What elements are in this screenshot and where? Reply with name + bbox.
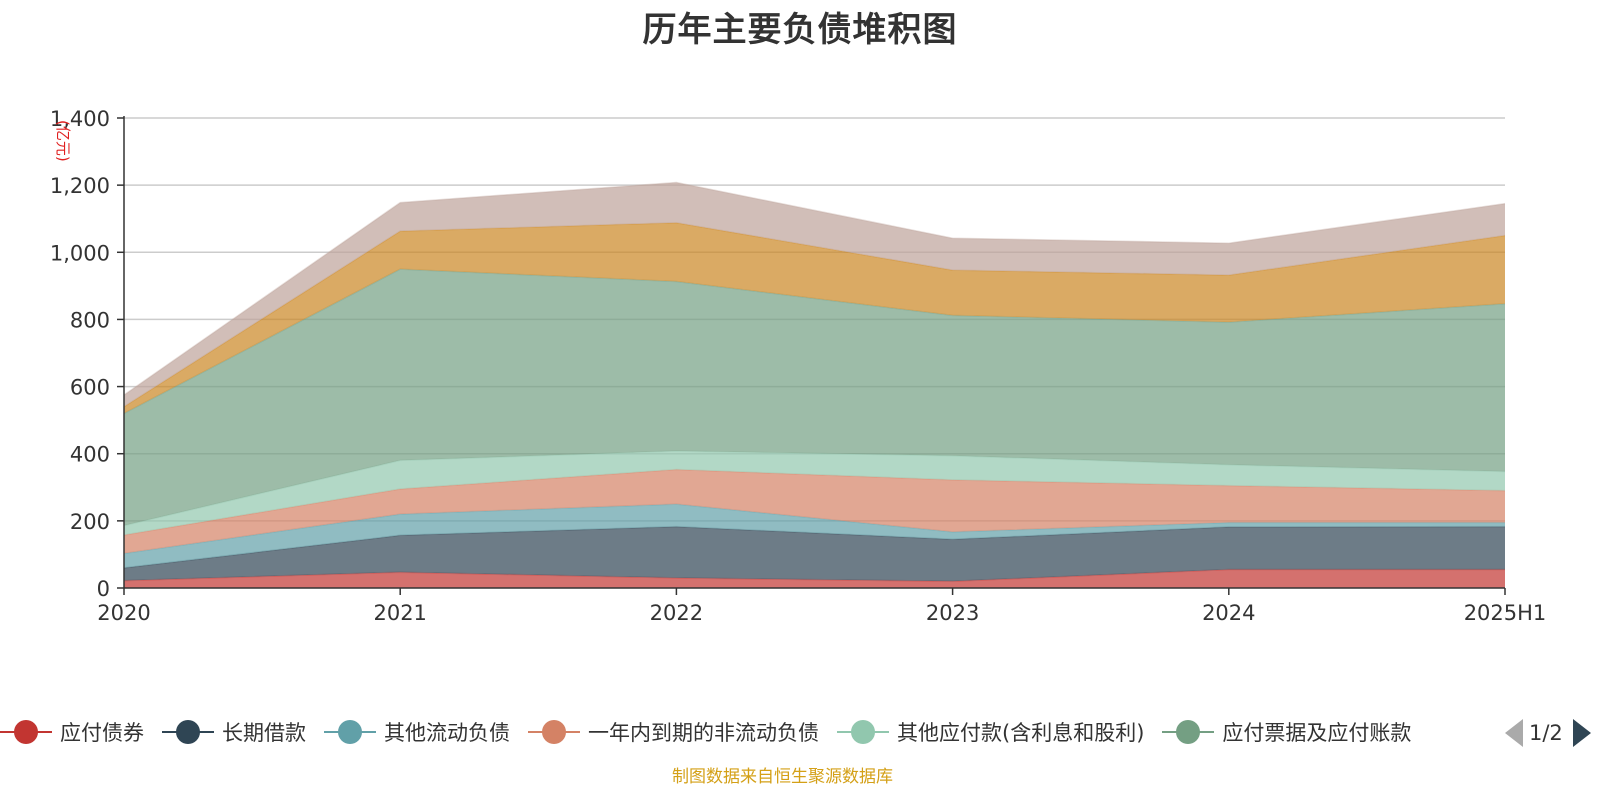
- area-series-6[interactable]: [124, 269, 1505, 526]
- legend-item[interactable]: 应付票据及应付账款: [1162, 712, 1411, 752]
- area-series-4[interactable]: [124, 469, 1505, 554]
- y-tick-label: 1,000: [50, 241, 110, 265]
- legend-label: 应付债券: [60, 721, 144, 745]
- axes: 0 200 400 600 800 1,000 1,200 1,400 2020 2021 2022…: [50, 107, 1546, 625]
- x-tick-label: 2023: [926, 601, 979, 625]
- legend: 应付债券 长期借款 其他流动负债 一年内到期的非流动负债 其他应付款(含利息和股利) 应付…: [0, 712, 1515, 752]
- y-tick-label: 1,200: [50, 174, 110, 198]
- legend-item[interactable]: 其他流动负债: [324, 712, 510, 752]
- area-series-1[interactable]: [124, 569, 1505, 589]
- legend-item[interactable]: 应付债券: [0, 712, 144, 752]
- chart-title: 历年主要负债堆积图: [642, 10, 958, 50]
- legend-prev-icon[interactable]: [1505, 719, 1523, 747]
- legend-page-indicator: 1/2: [1529, 721, 1563, 745]
- legend-label: 一年内到期的非流动负债: [588, 721, 819, 745]
- legend-marker-icon: [528, 717, 580, 747]
- y-tick-label: 1,400: [50, 107, 110, 131]
- chart-plot: 0 200 400 600 800 1,000 1,200 1,400 2020 2021 2022…: [50, 107, 1546, 625]
- area-series-7[interactable]: [124, 222, 1505, 414]
- y-tick-label: 200: [70, 510, 110, 534]
- source-note: 制图数据来自恒生聚源数据库: [672, 767, 893, 787]
- x-tick-label: 2021: [373, 601, 426, 625]
- legend-label: 长期借款: [222, 721, 306, 745]
- x-tick-label: 2025H1: [1464, 601, 1547, 625]
- stacked-areas: [123, 181, 1506, 589]
- legend-label: 应付票据及应付账款: [1222, 721, 1412, 745]
- legend-label: 其他应付款(含利息和股利): [897, 721, 1145, 745]
- legend-pager: 1/2: [1505, 714, 1600, 752]
- legend-marker-icon: [1162, 717, 1215, 747]
- y-axis-unit-label: (亿元): [54, 120, 72, 162]
- y-tick-label: 800: [70, 308, 110, 332]
- area-series-8[interactable]: [124, 182, 1505, 407]
- y-tick-label: 600: [70, 376, 110, 400]
- y-tick-label: 0: [97, 577, 110, 601]
- area-series-5[interactable]: [124, 451, 1505, 535]
- legend-next-icon[interactable]: [1572, 719, 1591, 747]
- legend-marker-icon: [837, 717, 889, 747]
- x-tick-label: 2020: [97, 601, 150, 625]
- y-tick-label: 400: [70, 443, 110, 467]
- legend-item[interactable]: 其他应付款(含利息和股利): [837, 712, 1144, 752]
- legend-marker-icon: [0, 717, 52, 747]
- area-series-line-8: [123, 181, 1506, 396]
- x-tick-label: 2022: [650, 601, 703, 625]
- area-series-2[interactable]: [124, 526, 1505, 582]
- x-tick-label: 2024: [1202, 601, 1255, 625]
- legend-item[interactable]: 长期借款: [162, 712, 306, 752]
- legend-marker-icon: [162, 717, 214, 747]
- legend-item[interactable]: 一年内到期的非流动负债: [528, 712, 819, 752]
- area-series-3[interactable]: [124, 504, 1505, 568]
- legend-marker-icon: [324, 717, 376, 747]
- legend-label: 其他流动负债: [384, 721, 510, 745]
